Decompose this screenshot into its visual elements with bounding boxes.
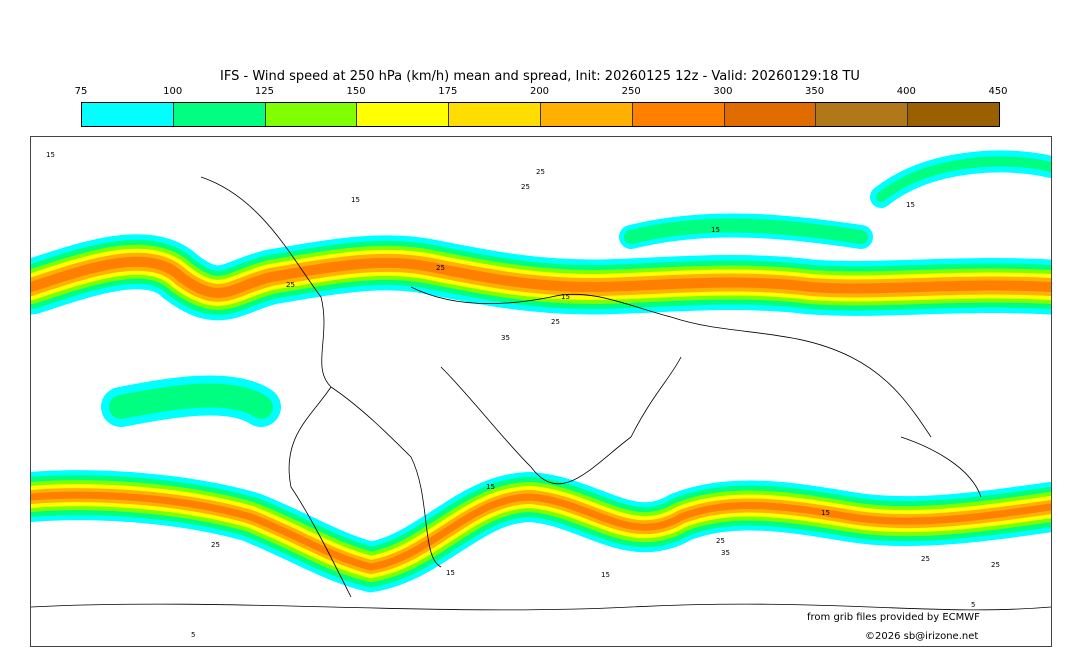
legend-tick: 300 bbox=[713, 86, 733, 97]
contour-label: 25 bbox=[991, 561, 1000, 569]
contour-label: 15 bbox=[711, 226, 720, 234]
contour-label: 25 bbox=[551, 318, 560, 326]
legend-tick: 100 bbox=[163, 86, 183, 97]
legend-tick: 125 bbox=[254, 86, 274, 97]
legend-tick: 350 bbox=[805, 86, 825, 97]
legend-swatch bbox=[449, 103, 541, 126]
wind-map: 15 25 15 25 15 25 25 15 25 35 15 25 15 35 25 15 25 15 15 25… bbox=[30, 136, 1052, 647]
legend-tick: 175 bbox=[438, 86, 458, 97]
legend-swatch bbox=[632, 103, 725, 126]
legend-tick: 450 bbox=[988, 86, 1008, 97]
contour-labels: 15 25 15 25 15 25 25 15 25 35 15 25 15 35 25 15 25 15 15 25… bbox=[46, 151, 1000, 639]
contour-label: 5 bbox=[191, 631, 195, 639]
legend-swatch bbox=[540, 103, 633, 126]
contour-label: 25 bbox=[521, 183, 530, 191]
contour-label: 35 bbox=[721, 549, 730, 557]
color-legend bbox=[81, 102, 1000, 127]
legend-swatch bbox=[173, 103, 266, 126]
source-credit: from grib files provided by ECMWF bbox=[807, 612, 980, 623]
contour-label: 15 bbox=[821, 509, 830, 517]
legend-tick: 150 bbox=[346, 86, 366, 97]
map-svg: 15 25 15 25 15 25 25 15 25 35 15 25 15 35 25 15 25 15 15 25… bbox=[31, 150, 1051, 639]
contour-label: 25 bbox=[536, 168, 545, 176]
wind-band bbox=[109, 383, 273, 419]
legend-tick: 200 bbox=[529, 86, 550, 97]
contour-label: 25 bbox=[436, 264, 445, 272]
legend-tick: 250 bbox=[621, 86, 641, 97]
contour-label: 25 bbox=[211, 541, 220, 549]
wind-band bbox=[876, 156, 1051, 202]
wind-band bbox=[31, 491, 1051, 571]
legend-swatch bbox=[357, 103, 450, 126]
contour-label: 15 bbox=[906, 201, 915, 209]
wind-band bbox=[624, 218, 868, 244]
contour-label: 15 bbox=[351, 196, 360, 204]
legend-tick: 400 bbox=[896, 86, 916, 97]
legend-swatch bbox=[82, 103, 174, 126]
contour-label: 15 bbox=[46, 151, 55, 159]
contour-label: 15 bbox=[561, 293, 570, 301]
chart-title: IFS - Wind speed at 250 hPa (km/h) mean … bbox=[220, 69, 860, 84]
contour-label: 15 bbox=[486, 483, 495, 491]
contour-label: 15 bbox=[446, 569, 455, 577]
contour-label: 5 bbox=[971, 601, 975, 609]
contour-label: 25 bbox=[286, 281, 295, 289]
legend-swatch bbox=[265, 103, 358, 126]
contour-label: 15 bbox=[601, 571, 610, 579]
legend-swatch bbox=[816, 103, 909, 126]
legend-tick: 75 bbox=[74, 86, 88, 97]
copyright: ©2026 sb@irizone.net bbox=[865, 631, 979, 642]
legend-swatch bbox=[724, 103, 817, 126]
wind-band bbox=[31, 256, 1051, 298]
coastlines bbox=[31, 176, 1051, 611]
contour-label: 35 bbox=[501, 334, 510, 342]
jet-streams bbox=[31, 150, 1051, 593]
legend-swatch bbox=[908, 103, 999, 126]
contour-label: 25 bbox=[716, 537, 725, 545]
contour-label: 25 bbox=[921, 555, 930, 563]
